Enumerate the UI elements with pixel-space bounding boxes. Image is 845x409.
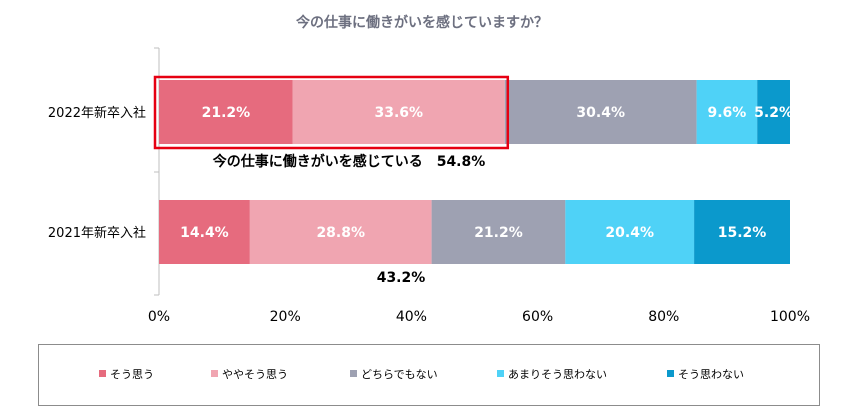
bar-segment xyxy=(431,200,566,264)
legend-label: そう思う xyxy=(110,368,154,381)
legend-swatch xyxy=(497,370,504,377)
legend-label: そう思わない xyxy=(678,368,744,381)
category-label: 2021年新卒入社 xyxy=(48,225,146,241)
bar-segment xyxy=(159,200,250,264)
legend-label: あまりそう思わない xyxy=(508,368,607,381)
annotation-2022-total: 今の仕事に働きがいを感じている 54.8% xyxy=(212,153,486,170)
bar-segment xyxy=(504,80,697,144)
bar-segment xyxy=(696,80,758,144)
chart-title: 今の仕事に働きがいを感じていますか？ xyxy=(295,14,548,31)
data-label: 20.4% xyxy=(605,225,654,241)
data-label: 21.2% xyxy=(202,105,251,121)
legend-frame xyxy=(38,344,820,406)
x-tick-label: 80% xyxy=(648,309,679,325)
legend-label: どちらでもない xyxy=(361,368,438,381)
bar-segment xyxy=(159,80,293,144)
bar-segment xyxy=(694,200,790,264)
category-label: 2022年新卒入社 xyxy=(48,105,146,121)
highlight-box xyxy=(153,75,510,150)
data-label: 15.2% xyxy=(718,225,767,241)
bar-segment xyxy=(249,200,432,264)
legend-swatch xyxy=(99,370,106,377)
legend-swatch xyxy=(667,370,674,377)
x-tick-label: 40% xyxy=(396,309,427,325)
bar-segment xyxy=(757,80,790,144)
data-label: 33.6% xyxy=(374,105,423,121)
bar-segment xyxy=(565,200,695,264)
legend-swatch xyxy=(211,370,218,377)
bar-segment xyxy=(292,80,505,144)
x-tick-label: 100% xyxy=(770,309,810,325)
data-label: 14.4% xyxy=(180,225,229,241)
x-tick-label: 0% xyxy=(148,309,170,325)
data-label: 30.4% xyxy=(576,105,625,121)
data-label: 9.6% xyxy=(707,105,746,121)
legend-swatch xyxy=(350,370,357,377)
x-tick-label: 60% xyxy=(522,309,553,325)
legend-label: ややそう思う xyxy=(222,368,288,381)
annotation-2021-total: 43.2% xyxy=(377,270,426,286)
x-tick-label: 20% xyxy=(270,309,301,325)
data-label: 21.2% xyxy=(474,225,523,241)
data-label: 28.8% xyxy=(316,225,365,241)
data-label: 5.2% xyxy=(754,105,793,121)
